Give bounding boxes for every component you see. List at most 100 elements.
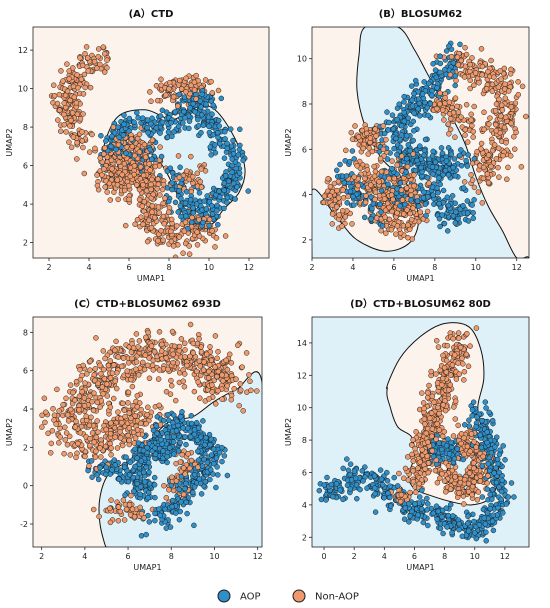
x-axis-label: UMAP1 — [137, 274, 165, 283]
point-non-aop — [91, 439, 97, 445]
point-non-aop — [93, 434, 100, 441]
point-non-aop — [369, 148, 376, 155]
point-non-aop — [329, 202, 335, 208]
point-non-aop — [94, 182, 101, 189]
point-non-aop — [132, 435, 139, 441]
point-aop — [419, 91, 426, 97]
point-non-aop — [386, 216, 393, 223]
point-non-aop — [505, 164, 511, 171]
point-aop — [127, 459, 134, 466]
point-aop — [397, 144, 404, 151]
point-non-aop — [145, 329, 151, 336]
point-aop — [436, 216, 443, 222]
point-non-aop — [485, 179, 492, 186]
point-non-aop — [82, 453, 88, 460]
point-non-aop — [102, 184, 108, 190]
point-non-aop — [224, 383, 230, 389]
point-non-aop — [126, 410, 133, 416]
point-aop — [181, 108, 187, 115]
point-non-aop — [107, 375, 114, 381]
point-non-aop — [404, 163, 411, 170]
point-non-aop — [97, 404, 103, 410]
point-non-aop — [121, 407, 128, 414]
point-aop — [402, 201, 408, 208]
point-aop — [466, 423, 472, 429]
point-non-aop — [144, 362, 151, 369]
point-non-aop — [183, 89, 189, 95]
point-aop — [108, 143, 114, 150]
point-aop — [190, 101, 196, 107]
point-non-aop — [206, 396, 212, 402]
point-non-aop — [223, 357, 229, 364]
point-aop — [183, 441, 189, 448]
point-non-aop — [143, 420, 149, 427]
point-non-aop — [114, 182, 121, 188]
point-non-aop — [399, 197, 406, 203]
point-aop — [401, 118, 408, 125]
point-non-aop — [219, 372, 225, 378]
point-non-aop — [476, 79, 482, 86]
point-aop — [126, 472, 133, 478]
point-non-aop — [92, 366, 99, 372]
point-non-aop — [168, 216, 175, 223]
point-non-aop — [48, 440, 55, 447]
point-non-aop — [165, 209, 172, 215]
point-aop — [175, 209, 181, 215]
point-aop — [368, 194, 374, 200]
point-aop — [208, 466, 214, 473]
point-aop — [381, 130, 388, 137]
point-non-aop — [349, 136, 356, 142]
y-axis-label: UMAP2 — [5, 418, 14, 446]
point-non-aop — [493, 156, 500, 162]
point-aop — [414, 198, 421, 204]
point-aop — [393, 135, 399, 142]
point-non-aop — [106, 180, 113, 187]
point-non-aop — [380, 123, 387, 129]
point-non-aop — [198, 166, 205, 172]
point-aop — [430, 171, 436, 177]
point-aop — [384, 478, 391, 484]
point-aop — [429, 92, 435, 99]
point-non-aop — [97, 445, 103, 451]
point-non-aop — [75, 440, 81, 447]
point-non-aop — [56, 440, 62, 446]
point-aop — [158, 436, 164, 443]
point-non-aop — [79, 388, 85, 395]
point-aop — [458, 147, 464, 153]
point-aop — [116, 134, 122, 141]
point-aop — [368, 216, 374, 222]
point-non-aop — [197, 395, 203, 401]
point-non-aop — [165, 366, 171, 373]
point-aop — [222, 128, 228, 135]
point-aop — [132, 446, 138, 452]
point-non-aop — [154, 186, 160, 192]
point-non-aop — [96, 513, 102, 520]
point-aop — [181, 94, 188, 100]
point-non-aop — [67, 452, 74, 458]
point-non-aop — [505, 88, 512, 94]
point-non-aop — [149, 209, 155, 215]
point-non-aop — [115, 354, 121, 360]
point-aop — [121, 121, 127, 128]
point-non-aop — [168, 238, 175, 245]
point-aop — [182, 200, 189, 206]
point-non-aop — [214, 355, 220, 362]
point-aop — [121, 464, 128, 470]
point-non-aop — [51, 92, 58, 99]
point-non-aop — [166, 487, 172, 493]
point-non-aop — [478, 146, 484, 152]
point-aop — [470, 215, 477, 222]
point-aop — [414, 157, 420, 164]
x-tick-label: 4 — [82, 552, 87, 561]
point-non-aop — [191, 87, 198, 93]
point-aop — [94, 472, 100, 478]
point-non-aop — [498, 76, 504, 82]
point-non-aop — [235, 342, 241, 349]
point-non-aop — [65, 418, 72, 424]
point-non-aop — [511, 146, 518, 152]
point-non-aop — [243, 350, 250, 356]
point-aop — [219, 458, 225, 465]
point-aop — [207, 144, 214, 150]
point-non-aop — [128, 136, 135, 142]
point-non-aop — [72, 397, 78, 403]
